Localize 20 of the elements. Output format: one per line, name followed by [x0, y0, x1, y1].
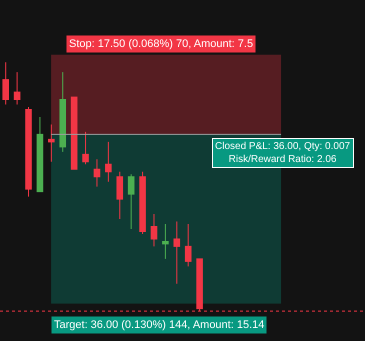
band-label: Stop: 17.50 (0.068%) 70, Amount: 7.5 — [69, 38, 254, 50]
candlestick — [128, 174, 134, 230]
candlestick — [48, 124, 55, 162]
candlestick — [2, 62, 9, 106]
candlestick — [36, 116, 44, 192]
candlestick — [162, 224, 169, 260]
candlestick — [139, 171, 146, 234]
candlestick — [14, 72, 20, 106]
candlestick — [59, 72, 66, 152]
candlestick — [82, 131, 89, 165]
candlestick — [150, 214, 158, 247]
candlestick — [174, 221, 180, 284]
candlestick — [105, 141, 112, 182]
text: Closed P&L: 36.00, Qty: 0.007 Risk/Reward Ratio: 2.06 — [215, 141, 351, 165]
candlestick — [184, 224, 192, 267]
candlestick — [70, 96, 78, 170]
candlestick — [25, 106, 32, 198]
candlestick — [94, 158, 100, 188]
candlestick — [116, 171, 124, 220]
band-label: Target: 36.00 (0.130%) 144, Amount: 15.14 — [54, 319, 264, 331]
